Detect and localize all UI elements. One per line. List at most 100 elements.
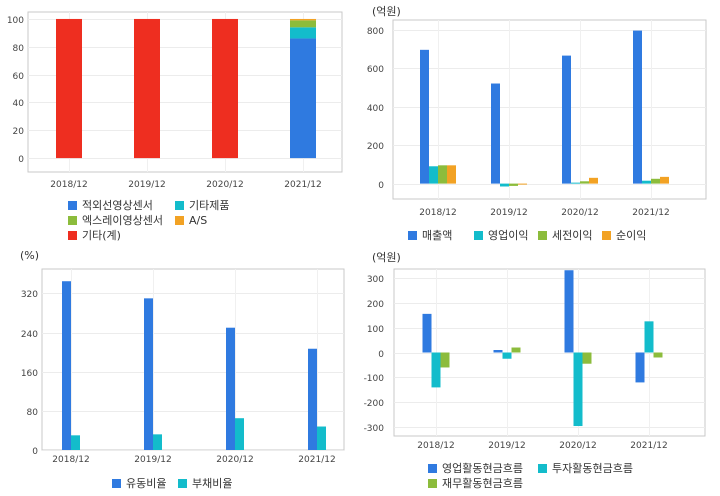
bar [562, 55, 571, 184]
bar [573, 352, 583, 427]
bar [582, 352, 592, 364]
income-legend: 매출액 영업이익 세전이익 순이익 [408, 228, 708, 244]
legend-item: 기타(계) [68, 228, 121, 243]
bar [290, 20, 316, 28]
ratio-chart: 0 80 160 240 320 2018/12 2019/12 2020/12 2021/12 [21, 268, 345, 465]
y-tick-label: 0 [32, 447, 38, 457]
legend-item: 부채비율 [178, 476, 232, 491]
legend-swatch [68, 216, 77, 225]
legend-item: 순이익 [602, 228, 646, 243]
legend-item: 적외선영상센서 [68, 198, 153, 213]
y-tick-label: 0 [378, 181, 384, 191]
bar [447, 165, 456, 184]
product-mix-chart: 0 20 40 60 80 100 2018/12 2019/12 2020/12 2021/12 [7, 11, 343, 190]
bar [642, 180, 651, 184]
y-tick-label: -200 [364, 399, 385, 409]
x-tick-label: 2019/12 [134, 455, 171, 465]
x-tick-label: 2018/12 [52, 455, 89, 465]
y-tick-label: 800 [367, 27, 384, 37]
y-tick-label: 100 [7, 16, 24, 26]
legend-item: A/S [175, 213, 207, 228]
bar [564, 270, 574, 353]
legend-swatch [178, 479, 187, 488]
y-tick-label: 400 [367, 104, 384, 114]
x-tick-label: 2019/12 [490, 208, 527, 218]
bar [62, 281, 71, 450]
legend-item: 세전이익 [538, 228, 592, 243]
y-tick-label: 300 [367, 275, 384, 285]
bar [660, 176, 669, 184]
legend-label: 순이익 [616, 229, 647, 242]
legend-swatch [112, 479, 121, 488]
legend-swatch [428, 479, 437, 488]
y-tick-label: 240 [21, 330, 38, 340]
bar [308, 348, 317, 450]
bar [502, 352, 512, 359]
bar [635, 352, 645, 383]
bar [422, 313, 432, 353]
legend-swatch [408, 231, 417, 240]
y-tick-label: 320 [21, 290, 38, 300]
bar [440, 352, 450, 368]
y-tick-label: 100 [367, 325, 384, 335]
legend-swatch [538, 464, 547, 473]
legend-label: 유동비율 [126, 477, 167, 490]
legend-item: 투자활동현금흐름 [538, 461, 633, 476]
bar [589, 177, 598, 184]
y-tick-label: -100 [364, 374, 385, 384]
bar [511, 347, 521, 353]
bar [518, 183, 527, 185]
bar [491, 83, 500, 184]
bar [235, 418, 244, 450]
legend-swatch [68, 231, 77, 240]
y-tick-label: 0 [378, 350, 384, 360]
x-tick-label: 2021/12 [284, 180, 321, 190]
legend-label: 부채비율 [192, 477, 233, 490]
legend-label: 세전이익 [552, 229, 593, 242]
x-tick-label: 2021/12 [630, 441, 667, 451]
legend-label: 영업이익 [488, 229, 529, 242]
legend-label: 기타(계) [82, 229, 121, 242]
legend-swatch [602, 231, 611, 240]
bar [493, 350, 503, 353]
income-chart: 0 200 400 600 800 2018/12 2019/12 2020/12 2021/1… [367, 19, 707, 218]
y-tick-label: 60 [13, 72, 25, 82]
y-tick-label: 160 [21, 369, 38, 379]
bar [644, 321, 654, 353]
bar [212, 18, 238, 159]
ratio-legend: 유동비율 부채비율 [112, 476, 312, 492]
bar [134, 18, 160, 159]
y-tick-label: 600 [367, 65, 384, 75]
x-tick-label: 2021/12 [632, 208, 669, 218]
y-tick-label: 40 [13, 99, 25, 109]
x-tick-label: 2019/12 [488, 441, 525, 451]
bar [580, 181, 589, 184]
legend-item: 영업활동현금흐름 [428, 461, 523, 476]
plot-area [41, 268, 345, 451]
bar [500, 183, 509, 187]
bar [633, 30, 642, 184]
x-tick-label: 2020/12 [561, 208, 598, 218]
y-tick-label: 20 [13, 127, 25, 137]
x-tick-label: 2021/12 [298, 455, 335, 465]
y-tick-label: -300 [364, 424, 385, 434]
legend-label: A/S [189, 214, 208, 227]
legend-label: 재무활동현금흐름 [442, 477, 523, 490]
legend-label: 투자활동현금흐름 [552, 462, 633, 475]
bar [56, 18, 82, 159]
y-tick-label: 200 [367, 142, 384, 152]
bar [290, 38, 316, 159]
legend-label: 매출액 [422, 229, 453, 242]
legend-label: 기타제품 [189, 199, 230, 212]
bar [290, 27, 316, 39]
legend-item: 재무활동현금흐름 [428, 476, 523, 491]
x-tick-label: 2018/12 [417, 441, 454, 451]
bar [438, 165, 447, 184]
legend-item: 유동비율 [112, 476, 166, 491]
bar [153, 434, 162, 450]
y-tick-label: 80 [27, 408, 39, 418]
cashflow-chart: -300 -200 -100 0 100 200 300 2018/12 2019/12 2020… [364, 268, 706, 451]
legend-item: 기타제품 [175, 198, 229, 213]
legend-swatch [474, 231, 483, 240]
x-tick-label: 2019/12 [128, 180, 165, 190]
